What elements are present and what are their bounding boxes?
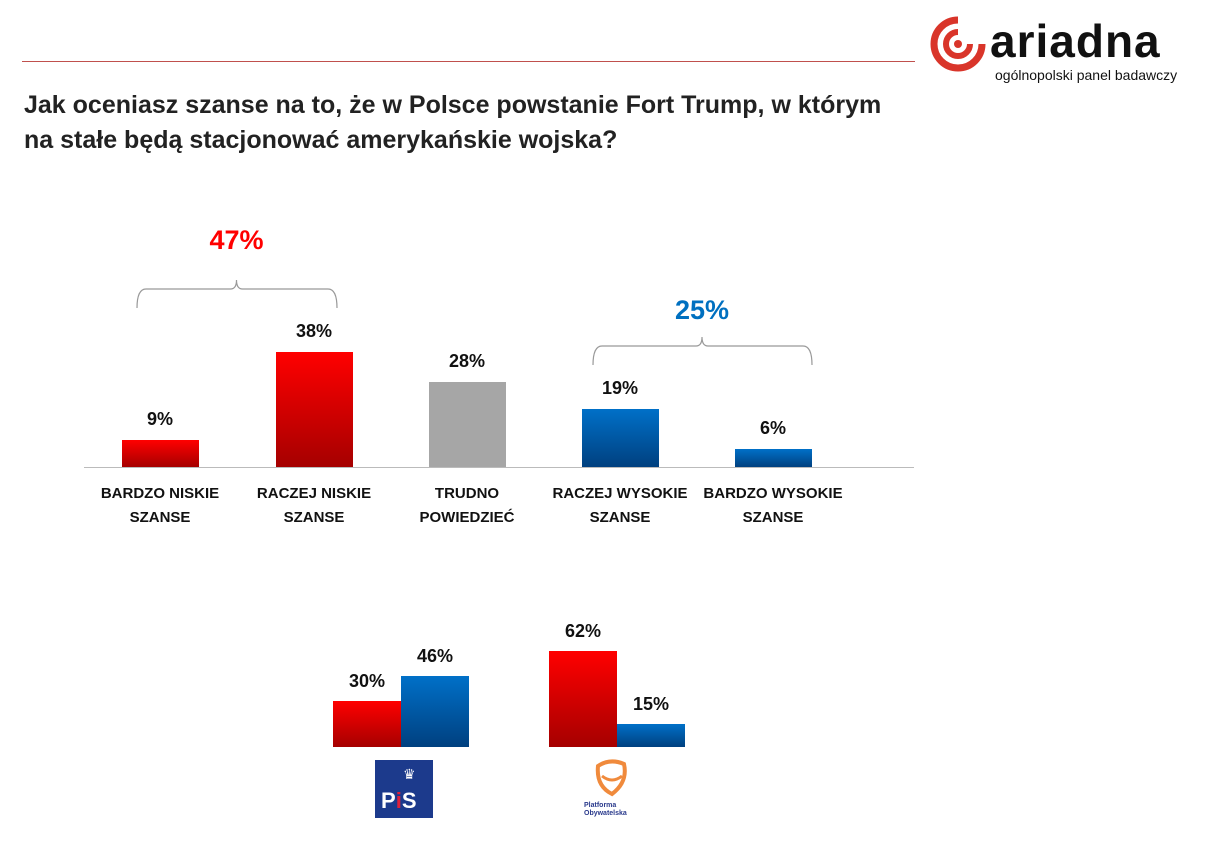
bar	[428, 382, 506, 467]
party-bar	[617, 723, 685, 747]
bar	[275, 351, 353, 467]
party-bar	[549, 650, 617, 747]
po-logo: Platforma Obywatelska	[582, 758, 642, 822]
category-label: RACZEJ WYSOKIE SZANSE	[552, 485, 688, 526]
logo-wordmark: ariadna	[990, 15, 1161, 67]
data-label: 46%	[416, 645, 454, 666]
group-brace	[592, 336, 813, 366]
category-label: BARDZO WYSOKIE SZANSE	[703, 485, 843, 526]
group-brace	[136, 279, 338, 309]
bar	[734, 448, 812, 467]
data-label: 38%	[295, 320, 333, 341]
party-bar	[333, 700, 401, 747]
data-label: 19%	[601, 378, 639, 399]
data-label: 6%	[759, 417, 786, 438]
question-title: Jak oceniasz szanse na to, że w Polsce p…	[24, 91, 882, 154]
data-label: 62%	[564, 620, 602, 641]
party-bar	[401, 675, 469, 747]
category-label: RACZEJ NISKIE SZANSE	[256, 485, 372, 526]
data-label: 28%	[448, 351, 486, 372]
logo-mark-icon	[930, 16, 986, 72]
data-label: 30%	[348, 670, 386, 691]
category-label: BARDZO NISKIE SZANSE	[100, 485, 220, 526]
data-label: 15%	[632, 693, 670, 714]
bar	[121, 439, 199, 467]
logo-tagline: ogólnopolski panel badawczy	[995, 67, 1178, 83]
group-total: 47%	[209, 225, 264, 255]
category-label: TRUDNO POWIEDZIEĆ	[419, 485, 515, 526]
ariadna-logo: ariadna ogólnopolski panel badawczy	[928, 15, 1198, 83]
x-axis	[84, 467, 914, 468]
pis-logo: PiS ♛	[375, 760, 433, 818]
bar	[581, 409, 659, 467]
header-rule	[22, 61, 915, 62]
data-label: 9%	[146, 408, 173, 429]
group-total: 25%	[674, 295, 730, 325]
